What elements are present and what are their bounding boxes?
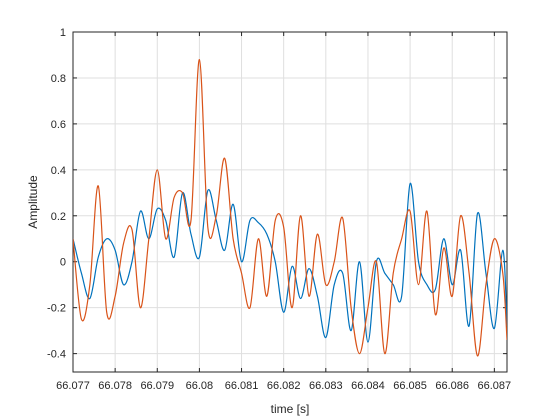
y-tick-label: 0.4: [51, 165, 66, 177]
x-axis-label: time [s]: [271, 402, 310, 416]
x-tick-label: 66.079: [140, 380, 174, 392]
y-tick-label: -0.2: [47, 303, 66, 315]
x-tick-label: 66.084: [351, 380, 385, 392]
plot-frame: [72, 31, 508, 373]
x-tick-label: 66.087: [478, 380, 512, 392]
x-tick-label: 66.085: [393, 380, 427, 392]
x-tick-label: 66.086: [435, 380, 469, 392]
series-group: [73, 58, 507, 357]
x-tick-label: 66.083: [309, 380, 343, 392]
x-tick-label: 66.078: [98, 380, 132, 392]
x-tick-label: 66.081: [225, 380, 259, 392]
grid: [72, 31, 507, 372]
y-tick-label: 0.6: [51, 119, 66, 131]
x-tick-label: 66.077: [56, 380, 90, 392]
axes: [72, 31, 508, 373]
y-axis-label: Amplitude: [26, 175, 40, 229]
y-tick-label: -0.4: [47, 349, 66, 361]
y-tick-label: 0.8: [51, 73, 66, 85]
series-line-2: [73, 58, 507, 357]
y-tick-label: 0: [60, 257, 66, 269]
tick-labels: 66.077 66.078 66.079 66.08 66.081 66.082 66.08…: [47, 27, 511, 392]
y-tick-label: 0.2: [51, 211, 66, 223]
x-tick-label: 66.08: [186, 380, 214, 392]
y-tick-label: 1: [60, 27, 66, 39]
x-tick-label: 66.082: [267, 380, 301, 392]
